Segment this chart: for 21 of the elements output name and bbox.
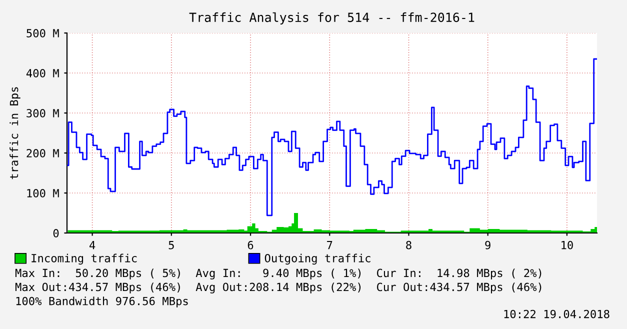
x-tick-label: 9 bbox=[485, 240, 490, 250]
y-tick-label: 400 M bbox=[26, 69, 59, 78]
x-tick-label: 4 bbox=[90, 241, 96, 250]
y-tick-label: 300 M bbox=[26, 109, 59, 118]
text: Max Out:434.57 MBps (46%) Avg Out:208.14 MBps (22%) Cur Out:434.57 MBps (46%) bbox=[15, 282, 542, 294]
legend-label: Incoming traffic bbox=[32, 254, 137, 265]
chart-title: Traffic Analysis for 514 -- ffm-2016-1 bbox=[189, 12, 474, 24]
y-tick-label: 500 M bbox=[26, 29, 59, 38]
legend-label: Outgoing traffic bbox=[264, 254, 370, 265]
x-tick-label: 8 bbox=[406, 240, 412, 250]
y-tick-label: 0 bbox=[53, 229, 59, 238]
x-tick-label: 5 bbox=[168, 241, 174, 250]
x-tick-label: 7 bbox=[327, 241, 332, 250]
text: 10:22 19.04.2018 bbox=[504, 310, 610, 318]
x-tick-label: 6 bbox=[248, 240, 254, 250]
text: Max In: 50.20 MBps ( 5%) Avg In: 9.40 MBps ( 1%) Cur In: 14.98 MBps ( 2%) bbox=[15, 268, 542, 280]
x-tick-label: 10 bbox=[562, 240, 573, 250]
y-tick-label: 200 M bbox=[26, 149, 59, 158]
y-tick-label: 100 M bbox=[27, 189, 59, 198]
y-axis-title: traffic in Bps bbox=[10, 87, 20, 180]
text: 100% Bandwidth 976.56 MBps bbox=[16, 296, 188, 308]
